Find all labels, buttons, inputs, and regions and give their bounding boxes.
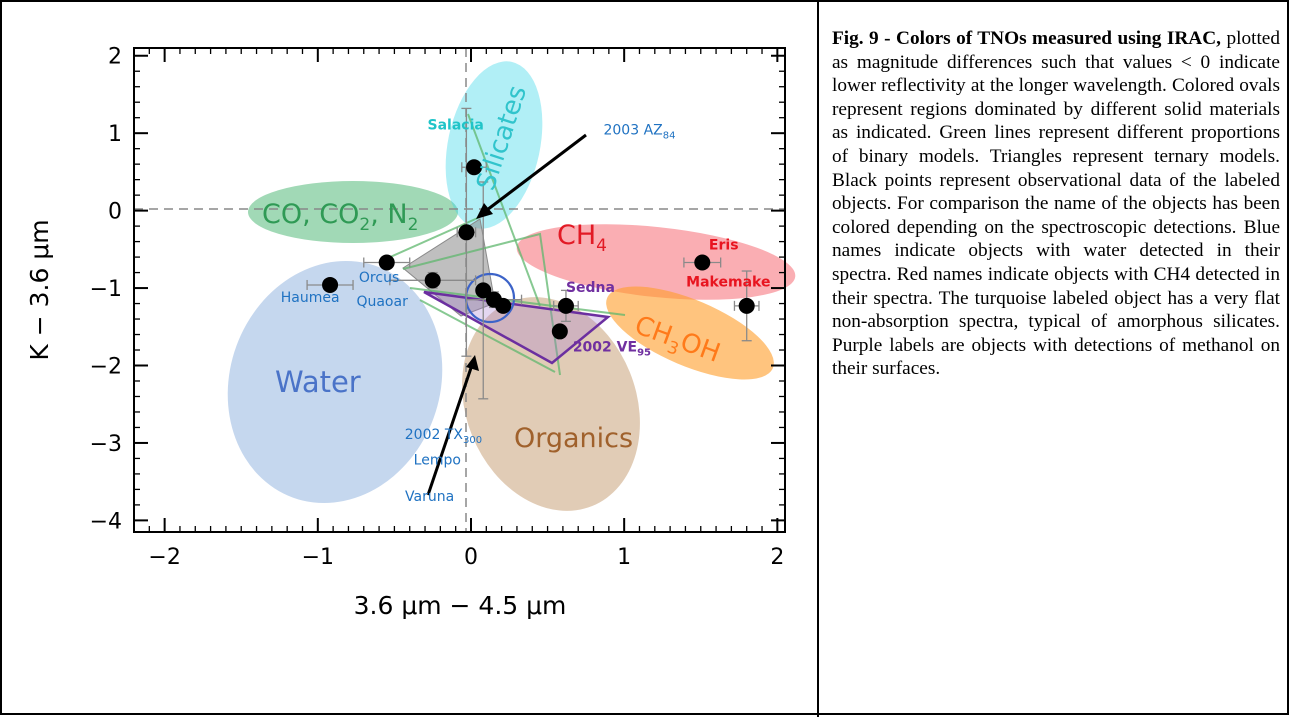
- region-ch3oh: [606, 286, 774, 380]
- region-organics: [462, 297, 640, 511]
- data-point: [424, 272, 441, 289]
- object-label: 2003 AZ84: [603, 123, 675, 142]
- data-points: [322, 159, 755, 340]
- column-divider: [817, 0, 819, 717]
- scatter-plot: CO, CO2, N2 Silicates CH4 CH3OH Water Or…: [25, 45, 796, 620]
- x-axis-label: 3.6 μm − 4.5 μm: [354, 591, 567, 620]
- figure-panel: CO, CO2, N2 Silicates CH4 CH3OH Water Or…: [25, 45, 796, 620]
- data-point: [551, 323, 568, 340]
- x-tick-label: 2: [770, 545, 784, 570]
- x-tick-label: 0: [464, 545, 478, 570]
- caption-title: Fig. 9 - Colors of TNOs measured using I…: [832, 28, 1221, 49]
- object-label: Salacia: [428, 117, 484, 133]
- binary-model-line: [409, 287, 626, 316]
- data-point: [738, 297, 755, 314]
- y-tick-label: −2: [90, 355, 122, 380]
- region-label-ch3oh: CH3OH: [629, 310, 724, 373]
- object-label: Varuna: [405, 489, 454, 505]
- y-tick-label: 1: [108, 122, 122, 147]
- object-label: 2002 VE95: [573, 340, 651, 359]
- object-label: Quaoar: [356, 294, 408, 310]
- data-point: [694, 254, 711, 271]
- arrow-az84-head: [476, 203, 493, 219]
- object-label: Orcus: [359, 270, 399, 286]
- y-tick-label: 0: [108, 200, 122, 225]
- data-point: [495, 297, 512, 314]
- arrow-tx300: [426, 364, 474, 496]
- data-point: [458, 224, 475, 241]
- object-label: Lempo: [414, 453, 461, 469]
- arrow-az84: [482, 133, 587, 215]
- plot-frame: [133, 47, 786, 533]
- object-label: Eris: [709, 237, 739, 253]
- tick-labels: −2 −1 0 1 2 −4 −3 −2 −1 0 1 2: [90, 45, 785, 570]
- data-point: [557, 297, 574, 314]
- y-tick-label: 2: [108, 45, 122, 70]
- region-label-water: Water: [275, 365, 361, 399]
- object-label: 2002 TX300: [405, 427, 482, 446]
- region-ch4: [516, 224, 796, 300]
- data-point: [475, 282, 492, 299]
- annotation-arrows: [426, 133, 587, 496]
- caption-body: plotted as magnitude differences such th…: [832, 28, 1280, 380]
- axis-ticks: [133, 48, 785, 532]
- binary-model-line: [378, 216, 481, 263]
- y-axis-label: K − 3.6 μm: [25, 219, 54, 360]
- data-point: [322, 276, 339, 293]
- region-water: [227, 260, 443, 504]
- data-point: [378, 254, 395, 271]
- x-tick-label: 1: [617, 545, 631, 570]
- region-label-co: CO, CO2, N2: [262, 199, 418, 235]
- binary-model-line: [419, 299, 556, 373]
- y-tick-label: −1: [90, 277, 122, 302]
- y-tick-label: −3: [90, 432, 122, 457]
- arrow-tx300-head: [466, 355, 479, 371]
- object-label: Makemake: [686, 275, 770, 291]
- region-label-ch4: CH4: [557, 220, 607, 256]
- mixing-models: [378, 113, 626, 376]
- object-label: Haumea: [281, 290, 340, 306]
- region-co-co2-n2: [248, 181, 458, 243]
- object-label: Sedna: [566, 280, 615, 296]
- binary-model-line: [467, 113, 541, 307]
- y-tick-label: −4: [90, 509, 122, 534]
- figure-caption: Fig. 9 - Colors of TNOs measured using I…: [832, 27, 1280, 381]
- object-labels: Salacia Orcus Haumea Quaoar Eris Makemake Sedn…: [281, 117, 771, 505]
- data-point: [466, 159, 483, 176]
- x-tick-label: −2: [148, 545, 180, 570]
- x-tick-label: −1: [302, 545, 334, 570]
- region-label-organics: Organics: [514, 423, 633, 454]
